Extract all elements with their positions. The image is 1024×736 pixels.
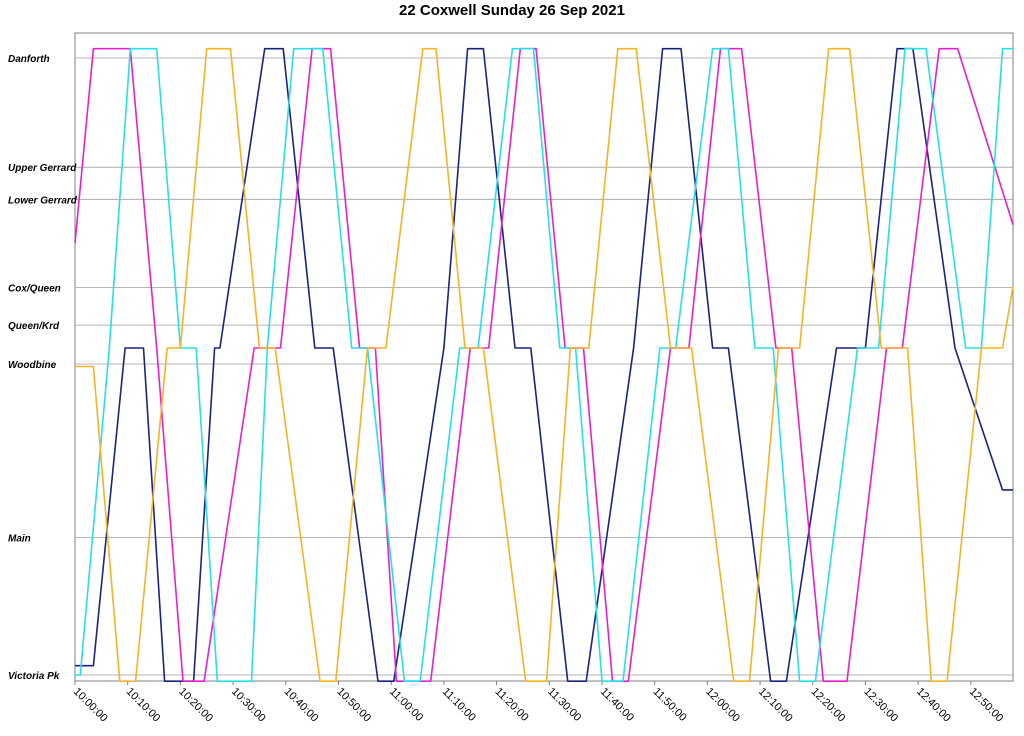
stop-label: Cox/Queen <box>8 284 61 295</box>
series-line-2 <box>74 47 1014 682</box>
x-tick-label: 11:30:00 <box>545 686 583 724</box>
x-tick-label: 12:10:00 <box>756 686 795 725</box>
x-tick-label: 12:40:00 <box>914 686 953 725</box>
series-line-1 <box>75 47 1013 682</box>
chart-title: 22 Coxwell Sunday 26 Sep 2021 <box>399 2 625 19</box>
x-axis-labels: 10:00:00 10:10:00 10:20:00 10:30:00 10:40:00… <box>71 681 1006 725</box>
x-tick-label: 10:10:00 <box>124 686 163 725</box>
y-axis-labels: Danforth Upper Gerrard Lower Gerrard Cox/Qu… <box>8 54 78 682</box>
series-lines <box>74 47 1014 682</box>
x-tick-label: 11:00:00 <box>387 686 425 724</box>
x-tick-label: 10:30:00 <box>229 686 268 725</box>
x-tick-label: 10:40:00 <box>282 686 321 725</box>
stop-label: Queen/Krd <box>8 321 60 332</box>
stop-label: Victoria Pk <box>8 671 60 682</box>
series-line-3 <box>75 47 1013 682</box>
x-tick-label: 10:50:00 <box>334 686 373 725</box>
x-tick-label: 12:30:00 <box>861 686 900 725</box>
stop-label: Danforth <box>8 54 50 65</box>
x-tick-label: 10:20:00 <box>176 686 215 725</box>
x-tick-label: 11:50:00 <box>651 686 689 724</box>
x-tick-label: 10:00:00 <box>71 686 110 725</box>
series-line-4 <box>75 47 1014 682</box>
gridlines <box>75 57 1013 676</box>
x-tick-label: 12:00:00 <box>703 686 742 725</box>
x-tick-label: 12:50:00 <box>967 686 1006 725</box>
x-tick-label: 11:40:00 <box>598 686 636 724</box>
stop-label: Main <box>8 533 31 544</box>
x-tick-label: 11:10:00 <box>440 686 478 724</box>
stop-label: Upper Gerrard <box>8 163 77 174</box>
x-tick-label: 11:20:00 <box>492 686 530 724</box>
x-tick-label: 12:20:00 <box>809 686 848 725</box>
stop-label: Woodbine <box>8 360 57 371</box>
stop-label: Lower Gerrard <box>8 195 78 206</box>
